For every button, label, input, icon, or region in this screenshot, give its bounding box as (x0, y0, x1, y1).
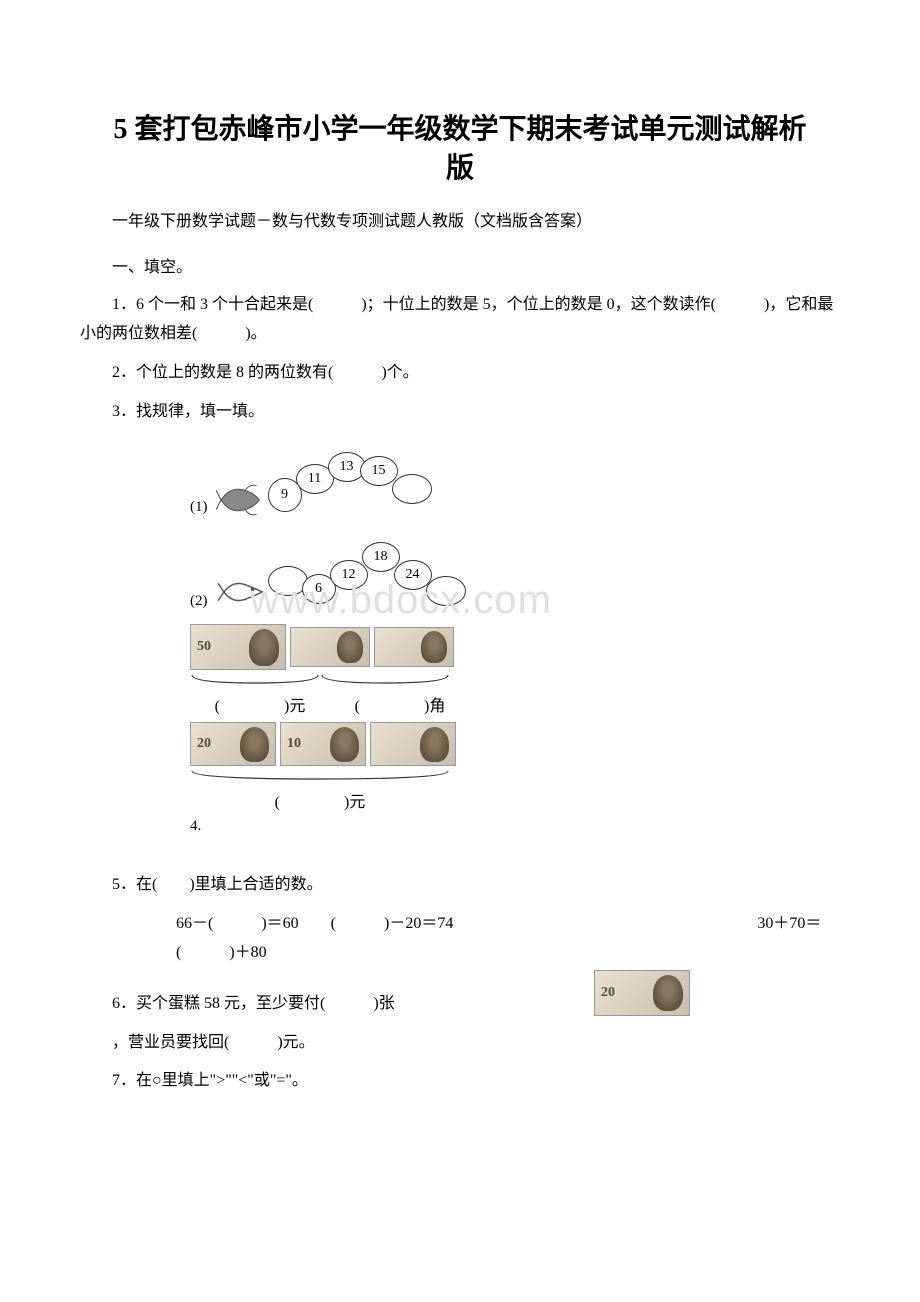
title-line2: 版 (80, 149, 840, 188)
pattern2-label: (2) (190, 593, 208, 610)
fish-icon (216, 476, 274, 524)
portrait-icon (337, 631, 363, 663)
section-heading: 一、填空。 (80, 253, 840, 277)
banknote: 10 (280, 722, 366, 766)
question-1: 1．6 个一和 3 个十合起来是( )；十位上的数是 5，个位上的数是 0，这个… (80, 291, 840, 349)
portrait-icon (330, 727, 359, 762)
portrait-icon (249, 629, 279, 666)
bracket-row-2: ( )元 (190, 788, 450, 812)
money-row-1: 50 (190, 624, 840, 670)
banknote (290, 627, 370, 667)
bubble: 12 (330, 560, 368, 590)
portrait-icon (420, 727, 449, 762)
figure-pattern-2: (2) 6121824 www.bdocx.com (190, 532, 840, 616)
pattern1-label: (1) (190, 499, 208, 516)
money-figure: 50 ( )元 ( )角 2010 ( )元 (190, 624, 840, 812)
subtitle: 一年级下册数学试题－数与代数专项测试题人教版（文档版含答案） (80, 208, 840, 237)
question-5-equations: 66－( )＝60 ( )－20＝74 30＋70＝( )＋80 (176, 910, 840, 968)
bracket-yuan-2: ( )元 (275, 788, 366, 812)
bubble: 18 (362, 542, 400, 572)
money-row-2: 2010 (190, 722, 840, 766)
banknote: 20 (190, 722, 276, 766)
bracket-row-1: ( )元 ( )角 (190, 692, 840, 716)
page-title: 5 套打包赤峰市小学一年级数学下期末考试单元测试解析 版 (80, 110, 840, 188)
brace-icon (190, 769, 450, 781)
bubble (392, 474, 432, 504)
banknote: 50 (190, 624, 286, 670)
question-6b: ，营业员要找回( )元。 (80, 1029, 840, 1058)
banknote-denom: 50 (197, 639, 211, 655)
bracket-jiao: ( )角 (330, 692, 470, 716)
figure-pattern-1: (1) 9111315 (190, 436, 840, 524)
fish-icon (216, 568, 274, 616)
banknote-denom: 10 (287, 736, 301, 752)
question-3: 3．找规律，填一填。 (80, 398, 840, 427)
bracket-yuan: ( )元 (190, 692, 330, 716)
brace-icon (190, 673, 450, 685)
question-4-label: 4. (190, 818, 840, 835)
question-6-wrap: 20 6．买个蛋糕 58 元，至少要付( )张 ，营业员要找回( )元。 (80, 990, 840, 1058)
bubble-chain-1: 9111315 (274, 444, 432, 516)
question-6a: 6．买个蛋糕 58 元，至少要付( )张 (80, 990, 840, 1019)
portrait-icon (653, 975, 683, 1011)
bubble (426, 576, 466, 606)
bubble: 15 (360, 456, 398, 486)
q6-banknote: 20 (594, 970, 690, 1016)
portrait-icon (421, 631, 447, 663)
banknote (374, 627, 454, 667)
question-5: 5．在( )里填上合适的数。 (80, 871, 840, 900)
bubble-chain-2: 6121824 (274, 538, 466, 610)
banknote-denom: 20 (197, 736, 211, 752)
question-2: 2．个位上的数是 8 的两位数有( )个。 (80, 359, 840, 388)
question-7: 7．在○里填上">""<"或"="。 (80, 1067, 840, 1096)
portrait-icon (240, 727, 269, 762)
banknote (370, 722, 456, 766)
banknote-denom: 20 (601, 985, 615, 1001)
title-line1: 5 套打包赤峰市小学一年级数学下期末考试单元测试解析 (80, 110, 840, 149)
